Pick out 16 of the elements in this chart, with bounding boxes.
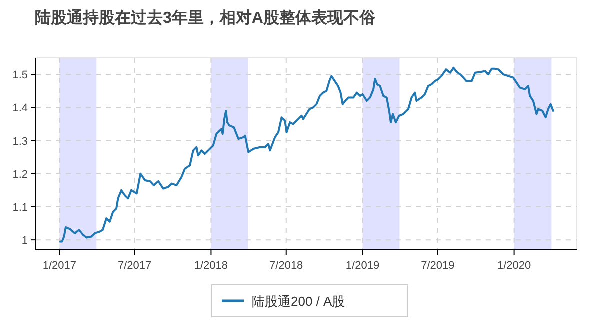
y-tick-label: 1.2 bbox=[12, 168, 28, 181]
x-tick-label: 1/2020 bbox=[497, 260, 532, 272]
y-tick-label: 1.5 bbox=[12, 70, 28, 82]
chart-title: 陆股通持股在过去3年里，相对A股整体表现不俗 bbox=[35, 9, 376, 27]
y-tick-label: 1.1 bbox=[12, 202, 28, 214]
legend-label: 陆股通200 / A股 bbox=[252, 294, 346, 309]
x-tick-label: 1/2019 bbox=[346, 260, 380, 272]
x-tick-label: 7/2019 bbox=[421, 260, 455, 272]
line-series bbox=[60, 66, 554, 243]
y-tick-label: 1.3 bbox=[12, 136, 28, 148]
y-tick-label: 1.4 bbox=[12, 102, 28, 115]
x-tick-label: 7/2018 bbox=[270, 260, 304, 272]
x-tick-label: 1/2018 bbox=[194, 260, 228, 272]
x-tick-label: 1/2017 bbox=[42, 260, 76, 272]
x-tick-label: 7/2017 bbox=[118, 260, 152, 272]
y-tick-label: 1 bbox=[22, 235, 28, 248]
